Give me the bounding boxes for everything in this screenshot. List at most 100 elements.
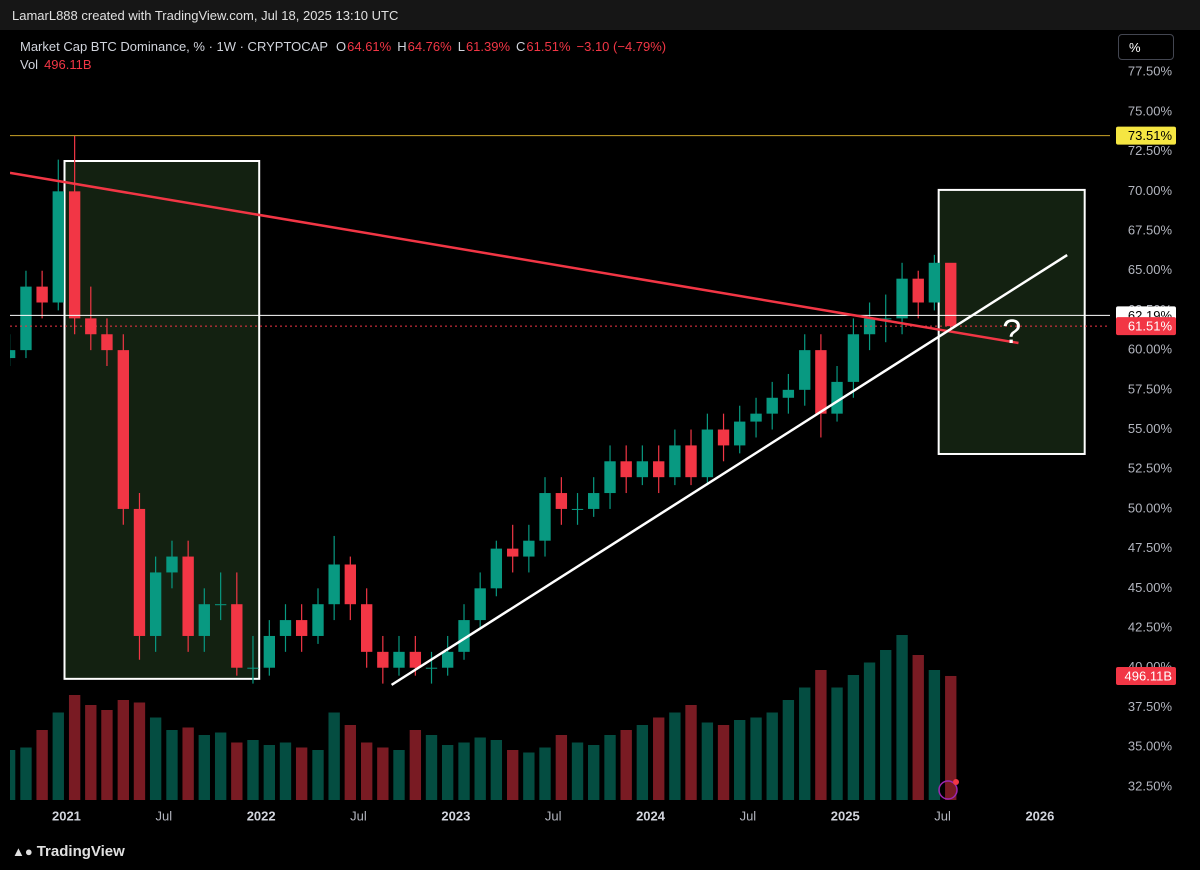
candle-body (231, 604, 243, 668)
candle-body (490, 548, 503, 589)
candle-body (896, 278, 908, 319)
candle-body (669, 445, 681, 478)
candle-body (799, 350, 811, 390)
volume-bar (441, 745, 454, 800)
box-label: ? (1002, 313, 1021, 351)
volume-bar (490, 740, 503, 800)
candle-body (409, 651, 422, 668)
candle-body (928, 262, 941, 303)
volume-bar (604, 735, 616, 800)
y-tick-label: 65.00% (1128, 262, 1173, 277)
volume-bar (815, 670, 827, 800)
candle-body (912, 278, 924, 303)
change: −3.10 (−4.79%) (576, 39, 667, 54)
volume-bar (68, 695, 81, 800)
volume-bar (101, 710, 113, 800)
x-tick-label: Jul (740, 808, 757, 823)
alert-dot (953, 779, 959, 785)
brand-text: TradingView (36, 843, 125, 860)
scale-button[interactable]: % (1118, 34, 1174, 60)
candle-body (20, 286, 32, 351)
x-tick-label: Jul (934, 808, 951, 823)
volume-bar (555, 735, 568, 800)
y-tick-label: 52.50% (1128, 461, 1173, 476)
candle-body (52, 191, 64, 303)
volume-bar (117, 700, 129, 800)
ohlc-key: L (457, 39, 465, 54)
x-tick-label: 2021 (52, 808, 81, 823)
candle-body (847, 334, 860, 382)
volume-tag-bg (1116, 666, 1176, 685)
candle-body (571, 508, 584, 510)
ohlc-key: H (397, 39, 407, 54)
highlight-box (63, 160, 261, 680)
volume-bar (588, 745, 600, 800)
candle-body (734, 421, 746, 446)
candle-body (279, 620, 292, 636)
candle-body (831, 381, 843, 414)
x-tick-label: 2025 (831, 808, 860, 823)
volume-bar (701, 722, 714, 800)
candle-body (880, 318, 892, 320)
candle-body (117, 350, 129, 509)
candle-body (474, 588, 486, 621)
y-tick-label: 75.00% (1128, 103, 1173, 118)
axes: ?32.50%35.00%37.50%40.00%42.50%45.00%47.… (52, 64, 1176, 823)
volume-bar (945, 675, 957, 800)
x-tick-label: 2023 (441, 808, 470, 823)
x-tick-label: 2026 (1025, 808, 1054, 823)
candle-body (425, 667, 438, 669)
x-tick-label: 2024 (636, 808, 666, 823)
volume-bar (133, 702, 146, 800)
alert-icon[interactable] (938, 780, 958, 800)
volume-bar (247, 740, 259, 800)
volume-bar (166, 730, 178, 800)
volume-bar (458, 742, 470, 800)
y-tick-label: 57.50% (1128, 381, 1173, 396)
volume-bar (928, 670, 941, 800)
candle-body (653, 461, 665, 478)
x-tick-label: Jul (155, 808, 172, 823)
volume-bar (36, 730, 48, 800)
volume-bar (360, 742, 373, 800)
credit: LamarL888 created with TradingView.com, … (12, 8, 399, 23)
volume-bar (507, 750, 519, 800)
candle-body (133, 508, 146, 636)
candle-body (344, 564, 356, 605)
candle-body (766, 397, 778, 414)
volume-bar (863, 662, 876, 800)
volume-bar (799, 687, 811, 800)
ohlc: O64.61% H64.76% L61.39% C61.51% (336, 39, 577, 54)
candle-body (68, 191, 81, 319)
candle-body (263, 635, 276, 668)
volume-bar (539, 747, 551, 800)
volume-bar (312, 750, 324, 800)
candle-body (523, 540, 535, 557)
trend-line (390, 253, 1068, 686)
y-tick-label: 70.00% (1128, 183, 1173, 198)
volume-bar (409, 730, 422, 800)
volume-bar (149, 717, 162, 800)
volume-bar (279, 742, 292, 800)
volume-bar (782, 700, 795, 800)
candle-body (945, 262, 957, 327)
price-tag-bg (1116, 126, 1176, 145)
volume-bar (474, 737, 486, 800)
volume-bar (734, 720, 746, 800)
x-tick-label: Jul (350, 808, 367, 823)
volume-bar (10, 750, 16, 800)
candle-body (377, 651, 389, 668)
candle-body (539, 493, 551, 541)
y-tick-label: 60.00% (1128, 342, 1173, 357)
candle-body (295, 620, 308, 636)
volume-bar (523, 752, 535, 800)
candle-body (360, 604, 373, 652)
volume-bar (636, 725, 649, 800)
x-tick-label: Jul (545, 808, 562, 823)
volume-tag: 496.11B (1125, 668, 1172, 683)
candle-body (685, 445, 697, 478)
candle-body (182, 556, 194, 636)
candle-body (149, 572, 162, 636)
legend-row: Market Cap BTC Dominance, % · 1W · CRYPT… (20, 38, 672, 56)
